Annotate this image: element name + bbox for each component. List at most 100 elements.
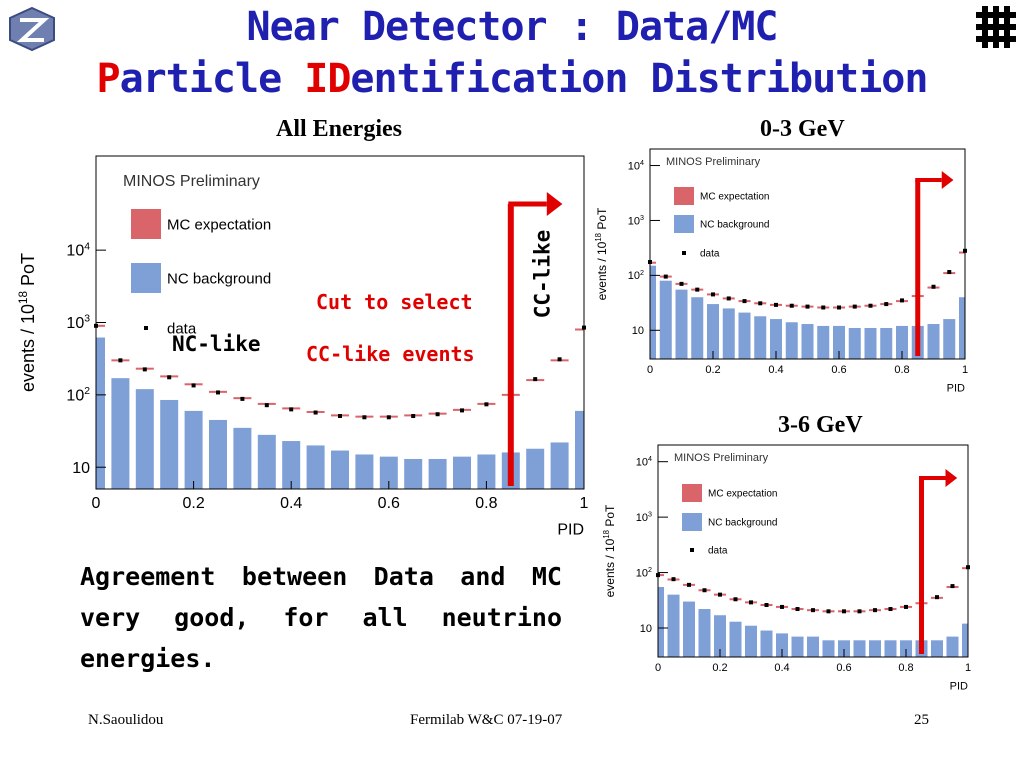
mc-expectation-bar-top <box>959 251 965 254</box>
cut-arrow-head <box>945 469 958 487</box>
slide-subtitle: Particle IDentification Distribution <box>0 56 1024 102</box>
legend-label: data <box>700 249 720 260</box>
x-tick-label: 1 <box>962 364 968 376</box>
minos-preliminary-label: MINOS Preliminary <box>666 156 761 168</box>
data-point <box>191 383 196 388</box>
nc-background-bar <box>959 297 965 359</box>
data-point <box>857 609 862 614</box>
range-0-3-label: 0-3 GeV <box>760 116 845 142</box>
data-point <box>313 410 318 415</box>
x-tick-label: 0 <box>655 662 661 674</box>
y-tick-label: 10 <box>632 325 644 337</box>
nc-background-bar <box>785 322 798 359</box>
legend-swatch <box>682 251 686 255</box>
cut-label-line2: CC-like events <box>306 342 475 366</box>
data-point <box>142 367 147 372</box>
nc-background-bar <box>869 640 881 657</box>
nc-background-bar <box>575 410 584 489</box>
nc-background-bar <box>884 640 897 657</box>
nc-background-bar <box>807 636 819 657</box>
fermilab-logo-icon <box>976 6 1016 48</box>
nc-background-bar <box>722 308 735 359</box>
legend-swatch <box>690 548 694 552</box>
all-energies-label: All Energies <box>276 116 402 142</box>
university-logo-icon <box>9 6 55 52</box>
mc-expectation-bar <box>575 329 584 489</box>
nc-background-bar <box>738 312 751 359</box>
x-axis-label: PID <box>950 681 968 693</box>
data-point <box>884 302 889 307</box>
data-point <box>671 577 676 582</box>
data-point <box>711 292 715 297</box>
x-axis-label: PID <box>947 383 965 395</box>
x-tick-label: 0.4 <box>774 662 789 674</box>
data-point <box>338 414 342 419</box>
nc-background-bar <box>379 456 398 489</box>
nc-background-bar <box>745 625 757 657</box>
nc-background-bar <box>698 609 711 657</box>
data-point <box>805 304 810 309</box>
legend-swatch <box>674 215 694 233</box>
nc-background-bar <box>880 328 893 359</box>
x-tick-label: 0.4 <box>280 495 302 512</box>
y-tick-label: 102 <box>628 269 644 282</box>
nc-background-bar <box>404 458 423 489</box>
x-tick-label: 0 <box>92 495 101 512</box>
plot-frame <box>649 148 966 360</box>
data-point <box>362 415 367 420</box>
nc-background-bar <box>209 419 227 489</box>
nc-background-bar <box>822 640 835 657</box>
legend-swatch <box>131 263 161 293</box>
mc-expectation-bar-top <box>658 574 664 577</box>
y-tick-label: 102 <box>66 386 90 404</box>
y-tick-label: 104 <box>636 455 652 468</box>
x-tick-label: 0.6 <box>836 662 851 674</box>
nc-background-bar <box>946 636 959 657</box>
data-point <box>811 608 815 613</box>
y-axis-label: events / 1018 PoT <box>17 253 38 392</box>
footer-page-number: 25 <box>914 712 929 728</box>
pid-chart-0-3-gev: 0 0.2 0.4 0.6 0.8 1 10 102 103 104 PID events / 101… <box>594 148 968 395</box>
y-tick-label: 104 <box>628 159 644 172</box>
data-point <box>842 609 846 614</box>
nc-background-bar <box>453 456 471 489</box>
nc-background-bar <box>962 623 968 657</box>
nc-background-bar <box>355 454 374 489</box>
x-tick-label: 1 <box>580 495 589 512</box>
y-tick-label: 10 <box>640 623 652 635</box>
nc-background-bar <box>900 640 912 657</box>
nc-background-bar <box>943 319 956 359</box>
data-point <box>749 600 753 605</box>
x-tick-label: 0.2 <box>182 495 204 512</box>
nc-background-bar <box>853 640 866 657</box>
data-point <box>411 414 416 419</box>
legend-label: NC background <box>700 220 769 231</box>
legend-label: MC expectation <box>708 489 777 500</box>
slide-title: Near Detector : Data/MC <box>246 4 779 50</box>
data-point <box>764 603 769 608</box>
legend-swatch <box>144 326 148 330</box>
subtitle-part-2: article <box>119 56 305 102</box>
cut-arrow-head <box>941 171 954 189</box>
data-point <box>947 270 952 275</box>
data-point <box>904 604 908 609</box>
data-point <box>826 609 831 614</box>
nc-background-bar <box>257 434 276 489</box>
x-tick-label: 0.8 <box>894 364 909 376</box>
nc-background-bar <box>650 265 656 359</box>
nc-background-bar <box>135 389 154 489</box>
legend-label: data <box>167 320 197 337</box>
nc-background-bar <box>477 454 496 489</box>
minos-preliminary-label: MINOS Preliminary <box>123 173 260 190</box>
data-point <box>679 281 684 286</box>
nc-background-bar <box>331 450 349 489</box>
data-point <box>931 284 936 289</box>
x-tick-label: 0.6 <box>831 364 846 376</box>
nc-background-bar <box>659 280 672 359</box>
data-point <box>726 296 731 301</box>
nc-background-bar <box>282 441 301 489</box>
minos-preliminary-label: MINOS Preliminary <box>674 452 769 464</box>
footer-event: Fermilab W&C 07-19-07 <box>410 712 563 728</box>
cc-like-label: CC-like <box>530 229 555 319</box>
data-point <box>118 358 123 363</box>
